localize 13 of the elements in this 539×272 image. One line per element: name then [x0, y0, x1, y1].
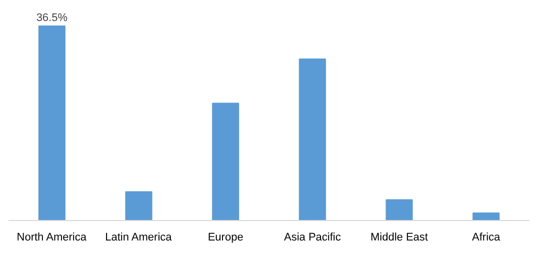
x-tick-label: North America — [16, 232, 88, 244]
x-tick-label: Latin America — [105, 232, 173, 244]
x-tick-label: Middle East — [370, 232, 428, 244]
bar — [38, 25, 66, 220]
bar — [472, 212, 500, 220]
bar — [386, 199, 413, 220]
bar — [298, 58, 326, 220]
x-tick-label: Africa — [472, 232, 502, 244]
x-tick-label: Asia Pacific — [284, 232, 342, 244]
x-tick-label: Europe — [208, 232, 244, 244]
bar — [125, 191, 152, 220]
bar — [212, 102, 240, 220]
data-label: 36.5% — [36, 12, 68, 24]
